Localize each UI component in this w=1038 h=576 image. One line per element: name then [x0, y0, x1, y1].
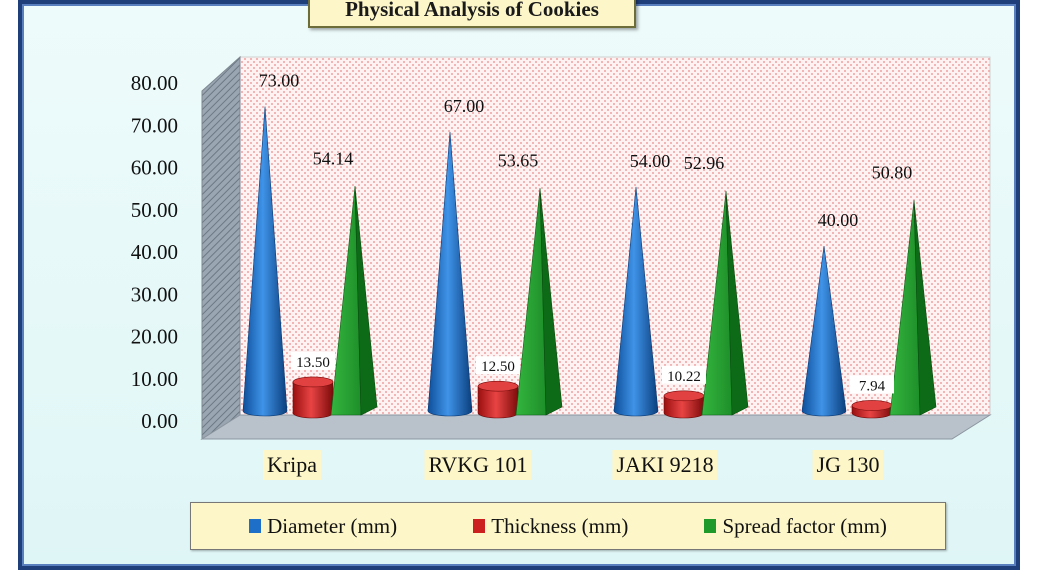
y-tick-label: 10.00 [131, 367, 178, 391]
data-label-diameter: 40.00 [818, 210, 859, 230]
data-label-diameter: 54.00 [630, 151, 671, 171]
data-label-spread: 53.65 [498, 150, 539, 170]
bar-spread-side [539, 188, 563, 416]
bar-thickness [292, 381, 334, 419]
legend-label-thickness: Thickness (mm) [491, 513, 629, 538]
data-label-thickness-bg [291, 351, 335, 370]
legend-swatch-diameter [249, 519, 262, 533]
bar-diameter [427, 131, 473, 417]
x-category-label: JAKI 9218 [612, 450, 718, 480]
legend-item-spread: Spread factor (mm) [704, 513, 887, 539]
bar-diameter [242, 106, 288, 417]
plot-floor [200, 414, 992, 440]
legend: Diameter (mm) Thickness (mm) Spread fact… [190, 502, 946, 550]
bar-diameter [801, 245, 847, 417]
plot-side-wall [201, 55, 241, 440]
y-tick-label: 20.00 [131, 325, 178, 349]
data-label-spread: 50.80 [872, 162, 913, 182]
data-label-thickness: 12.50 [481, 359, 515, 375]
data-label-diameter: 67.00 [444, 96, 485, 116]
data-label-thickness-bg [662, 365, 706, 384]
data-label-spread: 54.14 [313, 148, 354, 168]
y-tick-label: 40.00 [131, 240, 178, 264]
legend-label-diameter: Diameter (mm) [267, 513, 398, 538]
legend-label-spread: Spread factor (mm) [722, 513, 887, 538]
bar-thickness-top [851, 400, 893, 411]
bar-spread-side [354, 186, 378, 416]
data-labels-layer: 73.00 13.50 54.14 67.00 12.50 53.65 54.00 10.22… [259, 71, 913, 395]
bars-layer [242, 106, 937, 419]
x-category-label: Kripa [262, 450, 322, 480]
y-tick-label: 70.00 [131, 113, 178, 137]
legend-swatch-spread [704, 519, 717, 533]
data-label-thickness-bg [476, 356, 520, 375]
legend-item-diameter: Diameter (mm) [249, 514, 397, 539]
bar-diameter [613, 186, 659, 417]
bar-spread-side [913, 200, 937, 416]
x-category-label: RVKG 101 [424, 450, 532, 480]
y-tick-label: 60.00 [131, 156, 178, 180]
bar-thickness-top [663, 390, 705, 402]
bar-spread-side [725, 191, 749, 416]
data-label-thickness: 7.94 [859, 378, 886, 394]
y-tick-label: 0.00 [141, 409, 178, 433]
legend-item-thickness: Thickness (mm) [473, 514, 628, 539]
data-label-thickness-bg [850, 375, 894, 394]
legend-swatch-thickness [473, 519, 486, 533]
y-axis: 0.00 10.00 20.00 30.00 40.00 50.00 60.00 70.00 8… [131, 71, 178, 433]
y-tick-label: 80.00 [131, 71, 178, 95]
data-label-thickness: 13.50 [296, 355, 330, 371]
data-label-spread: 52.96 [684, 153, 725, 173]
data-label-diameter: 73.00 [259, 71, 300, 91]
x-category-label: JG 130 [812, 450, 884, 480]
bar-thickness-top [477, 380, 519, 392]
data-label-thickness: 10.22 [667, 369, 701, 385]
y-tick-label: 30.00 [131, 282, 178, 306]
chart-title: Physical Analysis of Cookies [308, 0, 636, 28]
bar-thickness-top [292, 376, 334, 388]
y-tick-label: 50.00 [131, 198, 178, 222]
